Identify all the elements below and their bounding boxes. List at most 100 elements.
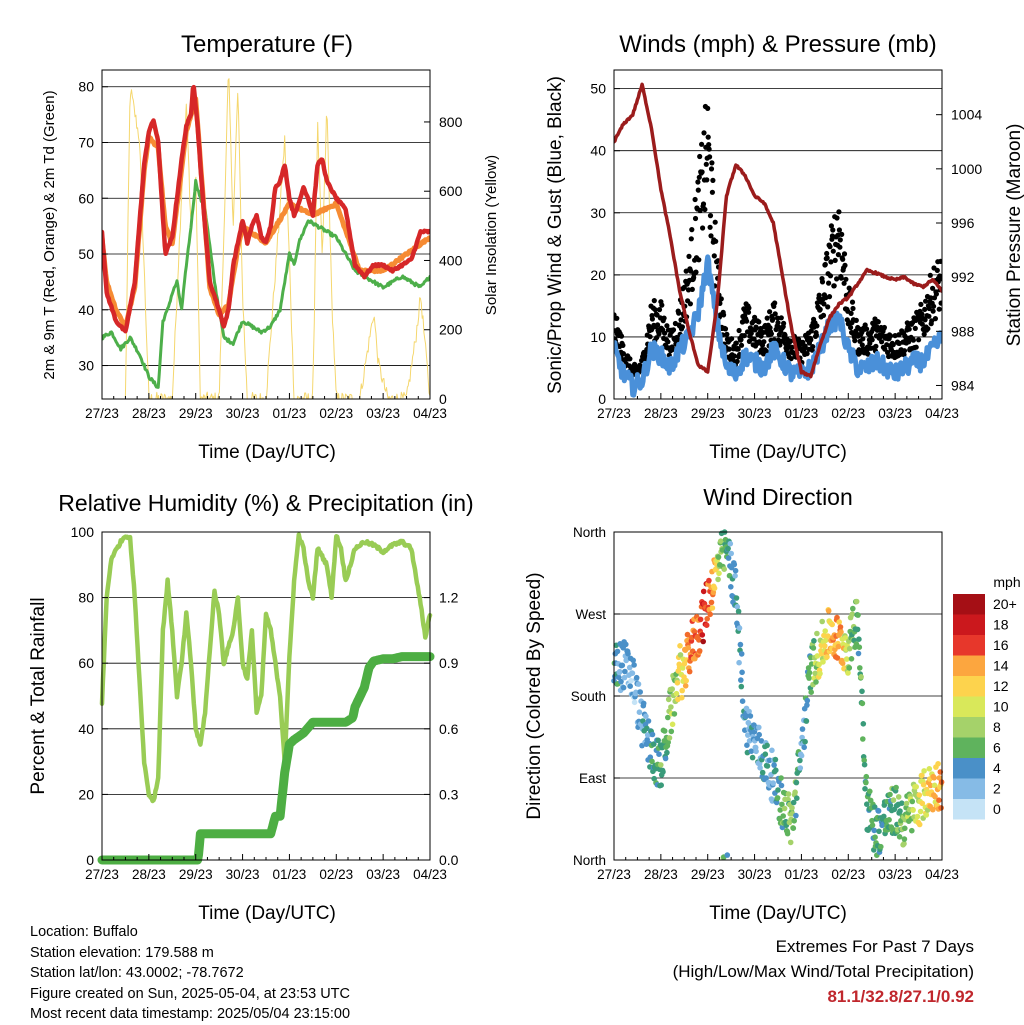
gust-point (770, 316, 776, 322)
direction-point (774, 795, 781, 801)
gust-point (656, 331, 662, 337)
gust-point (731, 353, 738, 359)
gust-point (827, 244, 833, 250)
temp-9m-line (102, 96, 430, 329)
direction-point (794, 795, 800, 801)
direction-point (649, 758, 655, 765)
gust-point (712, 219, 718, 225)
gust-point (930, 285, 936, 291)
y-tick-label: 30 (590, 205, 606, 221)
direction-point (651, 775, 657, 782)
direction-point (616, 674, 622, 681)
x-tick-label: 29/23 (179, 867, 213, 882)
direction-point (787, 839, 794, 846)
direction-point (665, 696, 672, 703)
gust-point (930, 308, 936, 314)
colorbar-swatch (953, 676, 985, 697)
direction-point (724, 852, 731, 858)
x-tick-label: 28/23 (644, 867, 678, 882)
gust-point (722, 326, 729, 332)
y-tick-label: 0 (86, 852, 94, 868)
direction-tick-label: South (571, 689, 606, 704)
direction-point (869, 817, 875, 824)
gust-point (697, 153, 703, 160)
y2-tick-label: 0.6 (439, 721, 459, 737)
extremes-title: Extremes For Past 7 Days (775, 937, 974, 956)
direction-point (817, 670, 823, 677)
direction-point (808, 689, 814, 695)
gust-point (662, 330, 668, 336)
direction-point (899, 800, 905, 806)
y2-tick-label: 0 (439, 391, 447, 407)
colorbar-swatch (953, 635, 985, 656)
relative-humidity-line (99, 532, 433, 804)
gust-point (802, 343, 808, 349)
gust-point (756, 339, 762, 345)
gust-point (843, 276, 849, 282)
gust-point (916, 337, 922, 343)
gust-point (933, 291, 940, 297)
gust-point (819, 279, 826, 285)
direction-point (686, 668, 693, 675)
winds-right-ticks: 984 988 992 996 1000 1004 (936, 107, 982, 393)
gust-point (707, 213, 714, 219)
direction-point (845, 670, 851, 676)
gust-point (620, 351, 627, 357)
gust-point (744, 318, 750, 324)
gust-point (697, 207, 703, 214)
gust-point (675, 336, 681, 343)
direction-point (799, 726, 806, 732)
gust-point (700, 225, 706, 231)
gust-point (703, 161, 709, 167)
gust-point (708, 166, 715, 172)
station-latlon: Station lat/lon: 43.0002; -78.7672 (30, 965, 244, 981)
direction-point (745, 732, 751, 738)
direction-point (861, 761, 868, 768)
gust-point (808, 328, 814, 334)
gust-point (705, 105, 711, 111)
direction-point (679, 687, 685, 694)
gust-point (700, 201, 707, 207)
direction-point (658, 762, 664, 768)
winds-panel: Winds (mph) & Pressure (mb) 01020304050 … (545, 31, 1024, 463)
direction-point (797, 765, 804, 771)
winds-left-ticks: 0 10 20 30 40 50 (590, 81, 620, 407)
direction-point (739, 669, 745, 676)
direction-point (666, 735, 673, 741)
gust-point (710, 177, 716, 183)
direction-point (746, 708, 752, 715)
direction-point (715, 576, 721, 583)
gust-point (869, 337, 875, 343)
gust-point (721, 312, 727, 318)
temperature-ylabel-left: 2m & 9m T (Red, Orange) & 2m Td (Green) (41, 90, 58, 379)
x-tick-label: 02/23 (319, 406, 353, 421)
x-tick-label: 02/23 (831, 406, 865, 421)
y-tick-label: 100 (71, 524, 95, 540)
direction-point (810, 645, 817, 651)
gust-point (695, 187, 701, 193)
x-tick-label: 02/23 (831, 867, 865, 882)
direction-point (857, 665, 863, 671)
direction-point (757, 765, 763, 771)
gust-point (836, 209, 842, 215)
x-tick-label: 28/23 (644, 406, 678, 421)
direction-point (618, 678, 624, 685)
direction-point (887, 791, 893, 798)
total-rainfall-line (97, 652, 435, 865)
direction-point (738, 651, 745, 657)
direction-point (846, 645, 853, 652)
colorbar-label: 20+ (993, 596, 1017, 612)
direction-point (727, 540, 734, 547)
gust-point (846, 285, 852, 291)
direction-point (860, 736, 866, 742)
gust-point (808, 337, 814, 343)
direction-point (875, 808, 882, 814)
direction-point (814, 630, 820, 637)
direction-point (696, 637, 702, 643)
x-tick-label: 01/23 (273, 406, 307, 421)
gust-point (923, 298, 929, 304)
y-tick-label: 50 (590, 81, 606, 97)
gust-point (695, 179, 701, 185)
gust-point (729, 336, 735, 342)
gust-point (752, 314, 758, 320)
